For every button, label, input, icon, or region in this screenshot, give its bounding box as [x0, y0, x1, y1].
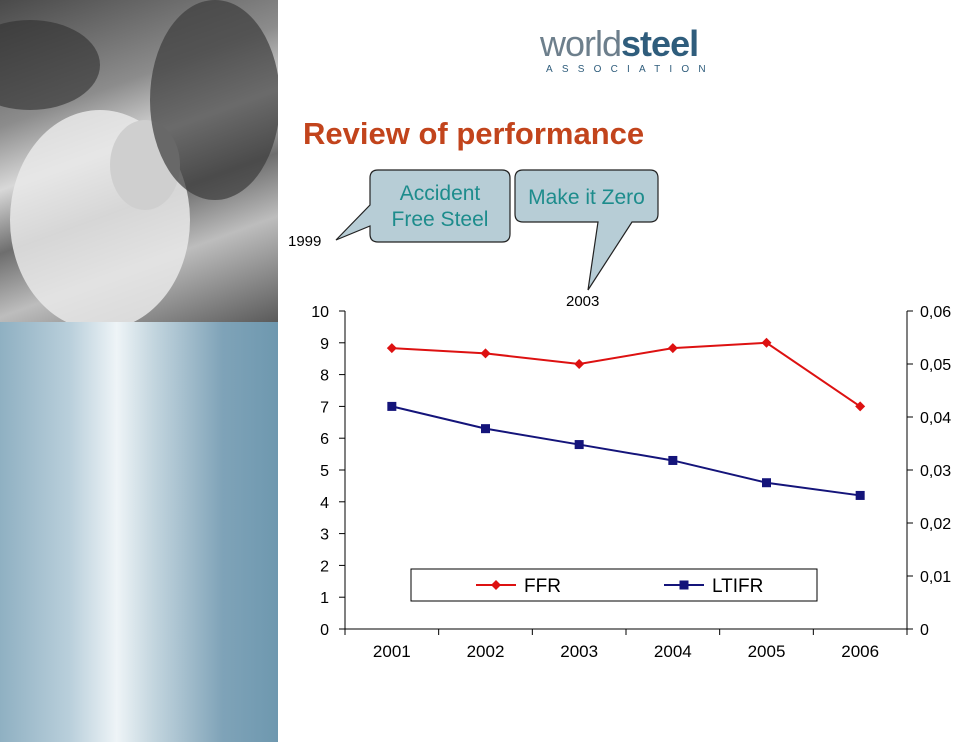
left-axis-tick-label: 0 [320, 622, 329, 639]
x-axis-tick-label: 2006 [841, 642, 879, 661]
callout-zero-text: Make it Zero [517, 185, 656, 211]
ltifr-point [855, 490, 865, 500]
callout-zero-line: Make it Zero [528, 186, 645, 209]
logo-word-bold: steel [621, 23, 699, 64]
callout-accident-bubble [335, 169, 511, 243]
left-axis-tick-label: 3 [320, 527, 329, 544]
ffr-point [574, 359, 585, 369]
right-axis-tick-label: 0,02 [920, 516, 951, 533]
page-title: Review of performance [303, 116, 645, 151]
logo-word: worldsteel [540, 26, 720, 62]
right-axis-tick-label: 0,06 [920, 304, 951, 321]
year-1999-label: 1999 [288, 233, 322, 250]
photo-figure [150, 0, 278, 200]
right-axis-tick-label: 0,04 [920, 410, 951, 427]
right-axis-tick-label: 0 [920, 622, 929, 639]
sidebar-gradient [0, 322, 278, 742]
left-axis-tick-label: 7 [320, 399, 329, 416]
ffr-point [386, 343, 397, 354]
ltifr-point [762, 478, 771, 488]
left-axis-tick-label: 2 [320, 558, 329, 575]
left-axis-tick-label: 1 [320, 590, 329, 607]
legend-marker [679, 580, 689, 590]
ltifr-point [481, 424, 490, 434]
logo-subtitle: ASSOCIATION [546, 64, 715, 75]
logo-word-light: world [540, 23, 622, 64]
callout-accident-line2: Free Steel [391, 208, 489, 231]
x-axis-tick-label: 2004 [654, 642, 692, 661]
callout-accident-line1: Accident [399, 182, 481, 205]
series-line-ffr [391, 341, 861, 408]
ffr-point [855, 401, 866, 412]
legend-marker [491, 580, 501, 590]
x-axis-tick-label: 2001 [373, 642, 411, 661]
header-photo [0, 0, 278, 322]
ltifr-point [387, 401, 397, 411]
worldsteel-logo: worldsteel ASSOCIATION [540, 26, 720, 76]
x-axis-tick-label: 2002 [467, 642, 505, 661]
left-axis-tick-label: 9 [320, 336, 329, 353]
right-axis-tick-label: 0,03 [920, 463, 951, 480]
series-line-ltifr [391, 405, 861, 497]
year-2003-label: 2003 [566, 293, 600, 310]
legend-label: LTIFR [712, 576, 763, 597]
ffr-point [480, 348, 491, 359]
right-axis-tick-label: 0,01 [920, 569, 951, 586]
ffr-point [761, 337, 772, 348]
legend-label: FFR [524, 576, 561, 597]
callout-accident-text: Accident Free Steel [372, 181, 508, 233]
callout-zero-bubble [514, 169, 659, 291]
left-axis-tick-label: 10 [311, 304, 329, 321]
x-axis-tick-label: 2005 [748, 642, 786, 661]
right-axis-tick-label: 0,05 [920, 357, 951, 374]
left-axis-tick-label: 4 [320, 495, 329, 512]
left-axis-tick-label: 6 [320, 431, 329, 448]
left-axis-tick-label: 8 [320, 368, 329, 385]
x-axis-tick-label: 2003 [560, 642, 598, 661]
left-axis-tick-label: 5 [320, 463, 329, 480]
ffr-point [667, 343, 678, 354]
ltifr-point [574, 440, 584, 450]
ltifr-point [668, 455, 678, 465]
